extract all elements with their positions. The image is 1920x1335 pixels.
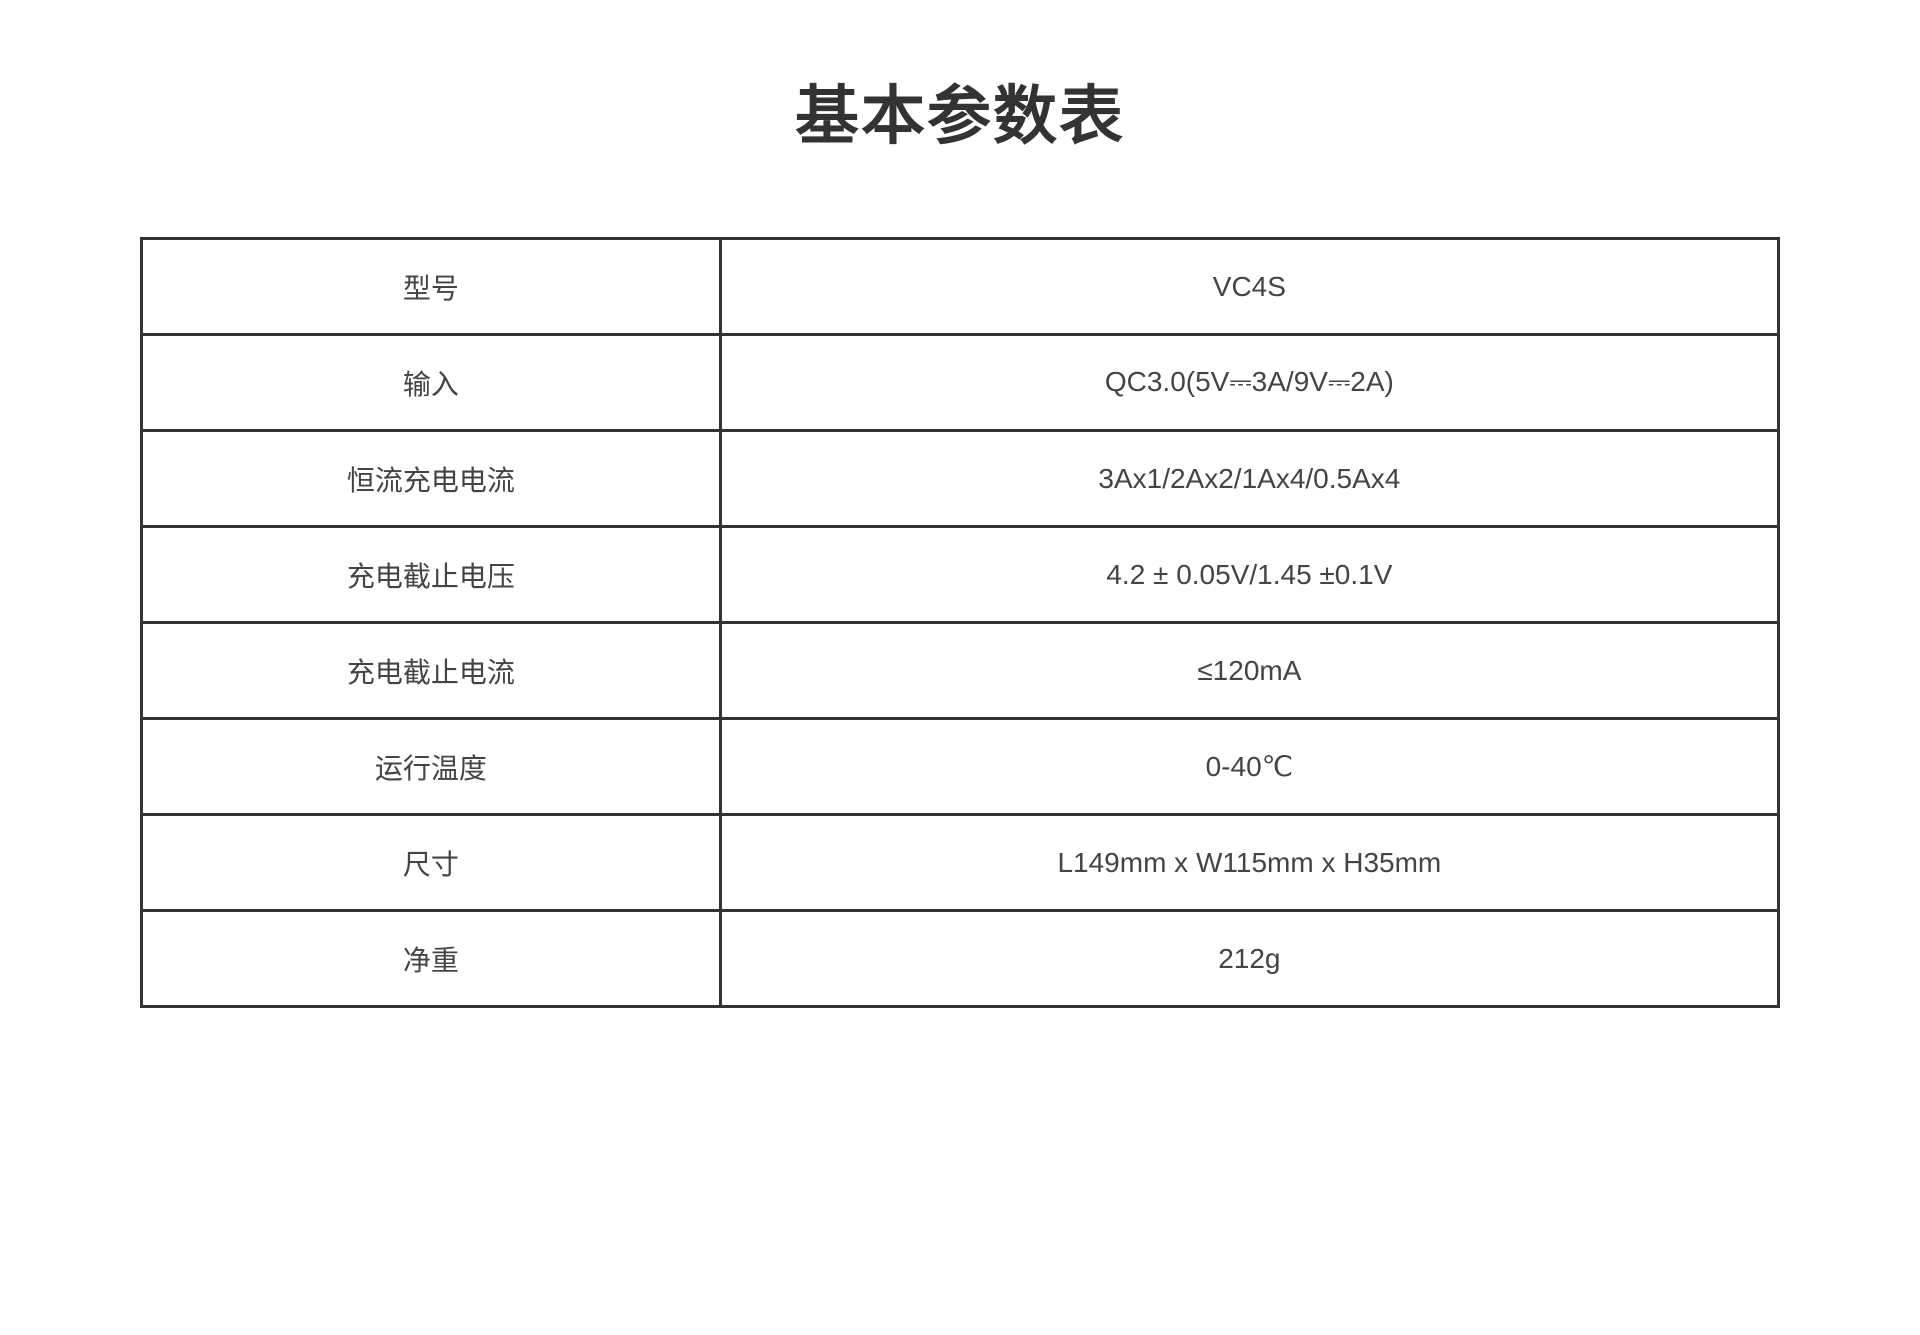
spec-value: QC3.0(5V⎓3A/9V⎓2A) (720, 335, 1778, 431)
spec-label: 运行温度 (142, 719, 721, 815)
spec-table-body: 型号 VC4S 输入 QC3.0(5V⎓3A/9V⎓2A) 恒流充电电流 3Ax… (142, 239, 1779, 1007)
spec-value: L149mm x W115mm x H35mm (720, 815, 1778, 911)
spec-value: ≤120mA (720, 623, 1778, 719)
spec-label: 输入 (142, 335, 721, 431)
spec-value: 0-40℃ (720, 719, 1778, 815)
spec-value: VC4S (720, 239, 1778, 335)
spec-label: 恒流充电电流 (142, 431, 721, 527)
spec-label: 充电截止电压 (142, 527, 721, 623)
spec-label: 充电截止电流 (142, 623, 721, 719)
table-row: 型号 VC4S (142, 239, 1779, 335)
table-row: 恒流充电电流 3Ax1/2Ax2/1Ax4/0.5Ax4 (142, 431, 1779, 527)
table-row: 尺寸 L149mm x W115mm x H35mm (142, 815, 1779, 911)
spec-label: 尺寸 (142, 815, 721, 911)
spec-value: 212g (720, 911, 1778, 1007)
table-row: 充电截止电流 ≤120mA (142, 623, 1779, 719)
table-row: 输入 QC3.0(5V⎓3A/9V⎓2A) (142, 335, 1779, 431)
table-row: 净重 212g (142, 911, 1779, 1007)
table-row: 运行温度 0-40℃ (142, 719, 1779, 815)
spec-label: 净重 (142, 911, 721, 1007)
spec-table: 型号 VC4S 输入 QC3.0(5V⎓3A/9V⎓2A) 恒流充电电流 3Ax… (140, 237, 1780, 1008)
page-title: 基本参数表 (795, 65, 1125, 157)
spec-label: 型号 (142, 239, 721, 335)
table-row: 充电截止电压 4.2 ± 0.05V/1.45 ±0.1V (142, 527, 1779, 623)
spec-value: 4.2 ± 0.05V/1.45 ±0.1V (720, 527, 1778, 623)
spec-value: 3Ax1/2Ax2/1Ax4/0.5Ax4 (720, 431, 1778, 527)
